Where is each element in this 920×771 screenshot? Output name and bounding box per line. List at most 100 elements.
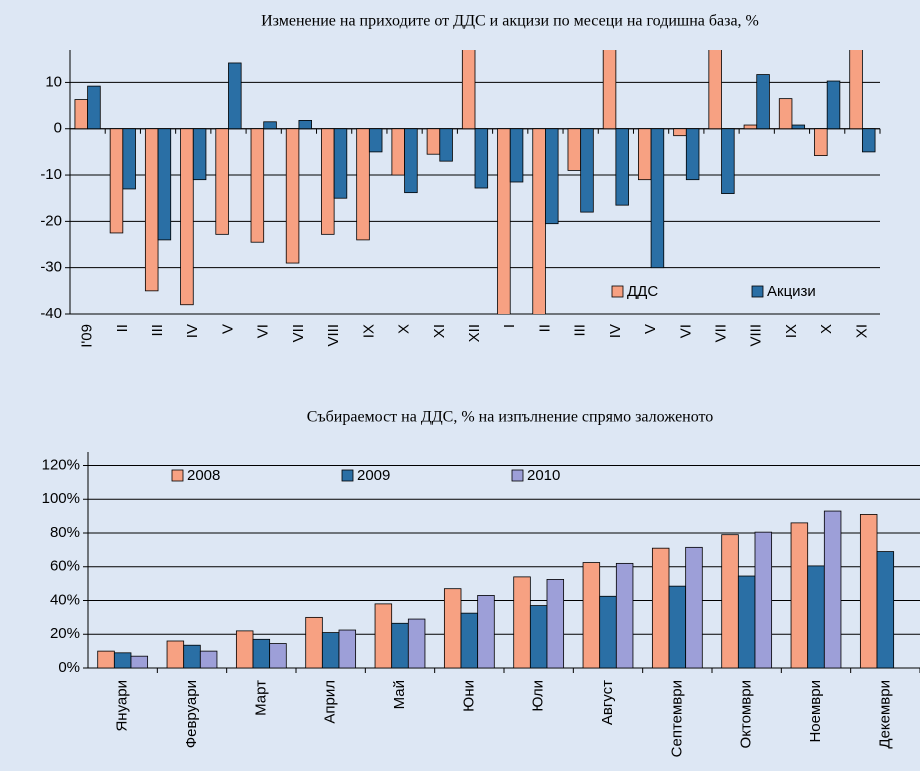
- bar: [582, 562, 601, 668]
- bar: [477, 595, 495, 668]
- y-tick-label: 10: [45, 73, 62, 90]
- bar: [615, 562, 634, 668]
- y-tick-label: 100%: [42, 490, 80, 507]
- bar: [298, 120, 312, 130]
- bar: [685, 128, 700, 181]
- bar: [321, 128, 335, 235]
- bar: [269, 643, 287, 668]
- x-tick-label: Октомври: [738, 680, 755, 748]
- bar: [263, 121, 277, 130]
- x-tick-label: Март: [252, 680, 269, 716]
- x-tick-label: Декември: [876, 680, 893, 749]
- bar: [235, 630, 254, 668]
- x-tick-label: V: [642, 324, 659, 334]
- legend-swatch: [511, 469, 524, 482]
- x-tick-label: IX: [360, 324, 377, 338]
- x-tick-label: II: [536, 324, 553, 332]
- y-tick-label: 120%: [42, 456, 80, 473]
- bar: [826, 80, 841, 130]
- bar: [122, 128, 136, 190]
- x-tick-label: X: [818, 324, 835, 334]
- y-tick-label: -20: [40, 212, 62, 229]
- bar: [859, 514, 878, 668]
- bar: [673, 128, 687, 137]
- x-tick-label: III: [572, 324, 589, 337]
- bar: [546, 579, 565, 668]
- bar: [443, 588, 462, 668]
- bar: [814, 128, 828, 157]
- x-tick-label: X: [396, 324, 413, 334]
- bar: [602, 50, 617, 130]
- bar: [109, 128, 124, 234]
- x-tick-label: VII: [712, 324, 729, 342]
- bar: [509, 128, 524, 183]
- chart-title: Събираемост на ДДС, % на изпълнение спря…: [307, 409, 714, 426]
- bars: [74, 50, 876, 314]
- legend-label: ДДС: [627, 283, 658, 300]
- legend-swatch: [171, 469, 184, 482]
- bar: [368, 128, 383, 153]
- y-tick-label: 60%: [50, 558, 80, 575]
- bar: [199, 650, 218, 668]
- x-tick-label: Юли: [530, 680, 547, 712]
- x-tick-label: VII: [290, 324, 307, 342]
- legend-label: 2008: [187, 467, 220, 484]
- y-tick-label: 40%: [50, 591, 80, 608]
- bar: [97, 650, 115, 668]
- bar: [250, 128, 265, 243]
- x-tick-label: IV: [184, 324, 201, 338]
- bar: [778, 98, 793, 130]
- bar: [285, 128, 300, 264]
- legend-swatch: [341, 469, 354, 482]
- x-tick-label: VIII: [748, 324, 765, 347]
- bar: [228, 62, 242, 130]
- bar: [567, 128, 582, 171]
- bar: [737, 575, 756, 668]
- x-tick-label: IX: [783, 324, 800, 338]
- bar: [861, 128, 876, 153]
- x-tick-label: V: [219, 324, 236, 334]
- bar: [192, 128, 207, 181]
- bar: [545, 128, 559, 225]
- x-tick-label: Февруари: [183, 680, 200, 748]
- bar: [391, 128, 405, 176]
- bar: [439, 128, 453, 162]
- bar: [876, 551, 895, 668]
- bar: [721, 534, 739, 668]
- legend-swatch: [751, 285, 764, 298]
- x-tick-label: Юни: [460, 680, 477, 712]
- bar: [183, 644, 201, 668]
- bar: [404, 128, 418, 194]
- bar: [87, 85, 101, 130]
- bar: [374, 603, 393, 668]
- bar: [708, 50, 722, 130]
- bar: [580, 128, 594, 213]
- bar: [305, 616, 323, 668]
- x-tick-label: XII: [466, 324, 483, 342]
- bar: [460, 612, 479, 668]
- bar: [74, 99, 89, 130]
- legend-label: Акцизи: [767, 283, 816, 300]
- bar: [823, 510, 842, 668]
- bar: [638, 128, 652, 181]
- bar: [651, 547, 670, 668]
- bar: [743, 124, 758, 130]
- bar: [333, 128, 348, 199]
- bar: [144, 128, 159, 292]
- bar: [252, 638, 271, 668]
- bar: [532, 128, 546, 314]
- y-tick-label: 80%: [50, 524, 80, 541]
- x-tick-label: Април: [322, 680, 339, 724]
- x-tick-label: XI: [431, 324, 448, 338]
- y-tick-label: -10: [40, 166, 62, 183]
- y-tick-label: 20%: [50, 625, 80, 642]
- bar: [685, 546, 703, 668]
- bar: [513, 576, 531, 668]
- x-tick-label: Май: [391, 680, 408, 709]
- bar: [668, 585, 687, 668]
- legend-swatch: [611, 285, 624, 298]
- bar: [215, 128, 229, 235]
- bar: [650, 128, 665, 269]
- bar: [338, 629, 357, 668]
- x-tick-label: VI: [255, 324, 272, 338]
